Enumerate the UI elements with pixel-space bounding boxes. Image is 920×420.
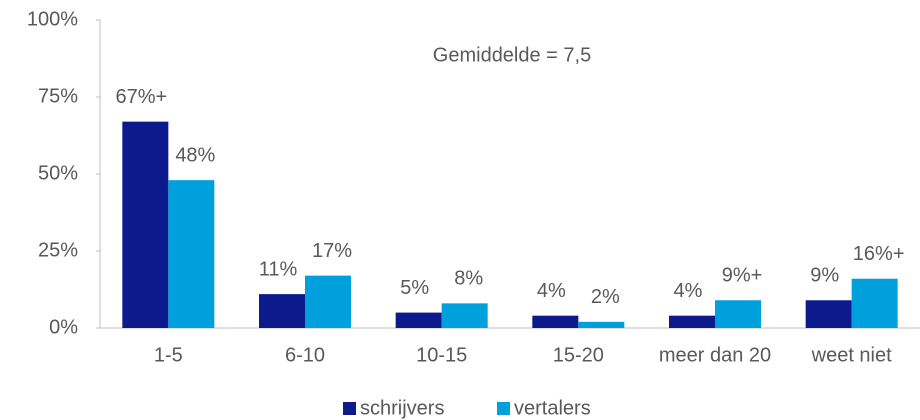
y-tick-label: 50% [38,162,78,184]
bar [259,294,305,328]
value-label: 9% [810,265,839,287]
value-label: 11% [259,258,298,280]
bar [122,121,169,328]
bar [805,300,852,328]
x-tick-label: 15-20 [553,344,604,366]
x-tick-label: 1-5 [154,344,183,366]
value-label: 48% [175,144,215,166]
value-label: 5% [400,277,429,299]
y-tick-label: 75% [38,85,78,107]
bar [851,278,898,328]
x-tick-label: 6-10 [285,344,325,366]
x-tick-label: meer dan 20 [659,344,771,366]
value-label: 9%+ [722,265,763,287]
y-tick-label: 100% [27,8,78,30]
legend-label: schrijvers [360,397,444,419]
annotation: Gemiddelde = 7,5 [433,44,591,66]
bar [305,275,351,328]
bar [168,180,215,328]
value-label: 16%+ [853,243,905,265]
bar [578,321,625,328]
value-label: 2% [591,286,620,308]
legend-swatch [497,402,510,415]
bar [441,303,488,328]
x-tick-label: weet niet [811,344,892,366]
y-tick-label: 0% [49,316,78,338]
bar [532,315,579,328]
value-label: 67%+ [115,86,167,108]
y-tick-label: 25% [38,239,78,261]
value-label: 8% [454,268,483,290]
bar [715,300,761,328]
legend-swatch [343,402,356,415]
value-label: 4% [674,280,703,302]
value-label: 17% [312,240,352,262]
bar [395,312,442,328]
bar [669,315,715,328]
legend-label: vertalers [514,397,591,419]
value-label: 4% [537,280,566,302]
x-tick-label: 10-15 [416,344,467,366]
